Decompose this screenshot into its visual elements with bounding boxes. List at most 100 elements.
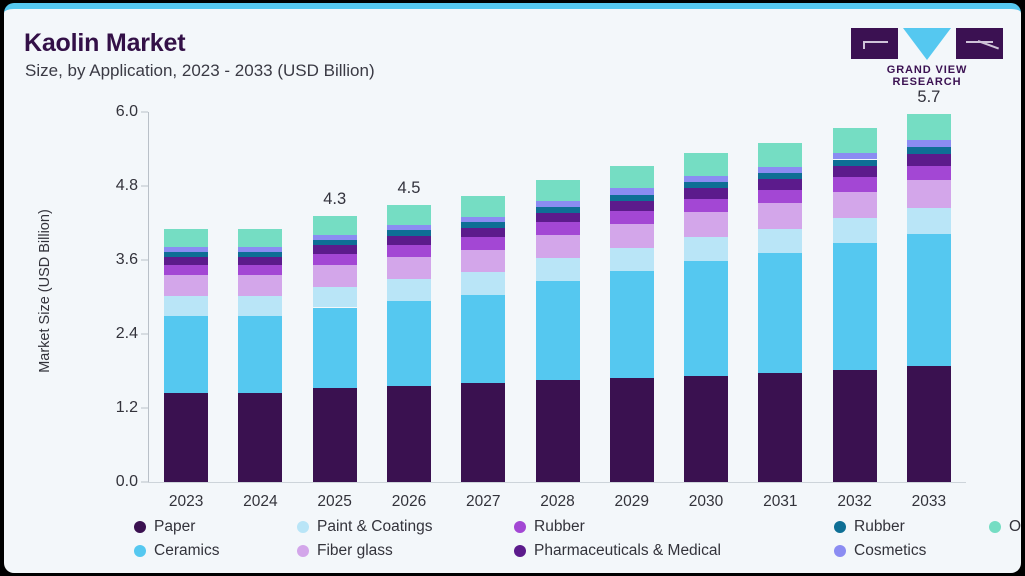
bar-segment[interactable] <box>238 393 283 482</box>
legend-item[interactable]: Rubber <box>834 518 905 536</box>
bar-segment[interactable] <box>312 235 357 241</box>
bar-segment[interactable] <box>906 180 951 208</box>
bar-segment[interactable] <box>238 228 283 248</box>
bar-segment[interactable] <box>386 245 431 257</box>
bar-column[interactable] <box>386 204 431 482</box>
bar-segment[interactable] <box>758 373 803 482</box>
bar-segment[interactable] <box>609 200 654 211</box>
bar-segment[interactable] <box>535 234 580 259</box>
bar-segment[interactable] <box>684 198 729 212</box>
bar-segment[interactable] <box>832 243 877 371</box>
bar-column[interactable] <box>535 179 580 482</box>
bar-segment[interactable] <box>238 252 283 257</box>
bar-segment[interactable] <box>832 128 877 153</box>
bar-segment[interactable] <box>312 245 357 254</box>
bar-segment[interactable] <box>535 201 580 207</box>
bar-segment[interactable] <box>758 228 803 254</box>
bar-segment[interactable] <box>832 166 877 178</box>
bar-segment[interactable] <box>906 165 951 181</box>
bar-segment[interactable] <box>312 253 357 265</box>
bar-segment[interactable] <box>684 375 729 482</box>
bar-segment[interactable] <box>609 247 654 272</box>
bar-segment[interactable] <box>164 252 209 257</box>
bar-segment[interactable] <box>312 240 357 246</box>
bar-segment[interactable] <box>164 275 209 296</box>
bar-segment[interactable] <box>906 147 951 154</box>
bar-segment[interactable] <box>238 264 283 276</box>
bar-segment[interactable] <box>758 253 803 374</box>
bar-segment[interactable] <box>906 234 951 367</box>
bar-segment[interactable] <box>758 142 803 167</box>
bar-segment[interactable] <box>312 216 357 236</box>
bar-segment[interactable] <box>684 211 729 237</box>
bar-segment[interactable] <box>684 188 729 199</box>
bar-segment[interactable] <box>535 179 580 202</box>
bar-segment[interactable] <box>684 182 729 189</box>
bar-segment[interactable] <box>461 237 506 250</box>
bar-column[interactable] <box>164 228 209 482</box>
bar-segment[interactable] <box>164 315 209 394</box>
bar-segment[interactable] <box>238 275 283 296</box>
bar-segment[interactable] <box>461 195 506 217</box>
bar-segment[interactable] <box>386 385 431 482</box>
bar-segment[interactable] <box>312 264 357 287</box>
bar-segment[interactable] <box>832 159 877 167</box>
bar-segment[interactable] <box>312 388 357 482</box>
legend-item[interactable]: Rubber <box>514 518 585 536</box>
bar-segment[interactable] <box>906 114 951 141</box>
bar-segment[interactable] <box>832 177 877 192</box>
bar-column[interactable] <box>684 152 729 482</box>
bar-segment[interactable] <box>461 222 506 228</box>
bar-segment[interactable] <box>386 235 431 246</box>
bar-segment[interactable] <box>164 256 209 265</box>
bar-segment[interactable] <box>164 295 209 316</box>
bar-segment[interactable] <box>535 222 580 235</box>
bar-segment[interactable] <box>758 179 803 190</box>
bar-segment[interactable] <box>684 176 729 183</box>
bar-segment[interactable] <box>238 295 283 316</box>
bar-segment[interactable] <box>609 166 654 189</box>
bar-segment[interactable] <box>758 173 803 180</box>
bar-segment[interactable] <box>461 249 506 273</box>
bar-segment[interactable] <box>535 206 580 213</box>
bar-segment[interactable] <box>906 366 951 482</box>
bar-segment[interactable] <box>758 166 803 174</box>
bar-segment[interactable] <box>461 272 506 295</box>
bar-segment[interactable] <box>386 256 431 280</box>
bar-segment[interactable] <box>609 271 654 378</box>
legend-item[interactable]: Ceramics <box>134 542 219 560</box>
bar-segment[interactable] <box>535 212 580 223</box>
bar-segment[interactable] <box>164 228 209 248</box>
bar-segment[interactable] <box>609 223 654 248</box>
bar-segment[interactable] <box>906 140 951 148</box>
bar-segment[interactable] <box>609 210 654 224</box>
bar-segment[interactable] <box>386 230 431 236</box>
legend-item[interactable]: Cosmetics <box>834 542 926 560</box>
legend-item[interactable]: Paint & Coatings <box>297 518 432 536</box>
bar-segment[interactable] <box>758 203 803 229</box>
bar-segment[interactable] <box>238 247 283 252</box>
bar-segment[interactable] <box>164 247 209 252</box>
bar-segment[interactable] <box>461 227 506 238</box>
bar-segment[interactable] <box>906 207 951 235</box>
bar-segment[interactable] <box>535 258 580 281</box>
bar-segment[interactable] <box>238 256 283 265</box>
bar-segment[interactable] <box>386 279 431 301</box>
bar-segment[interactable] <box>164 393 209 482</box>
bar-segment[interactable] <box>684 152 729 177</box>
bar-segment[interactable] <box>684 260 729 376</box>
bar-column[interactable] <box>312 216 357 482</box>
bar-column[interactable] <box>461 195 506 482</box>
bar-segment[interactable] <box>684 236 729 261</box>
bar-segment[interactable] <box>386 224 431 231</box>
bar-segment[interactable] <box>461 383 506 482</box>
bar-segment[interactable] <box>386 204 431 225</box>
legend-item[interactable]: Paper <box>134 518 195 536</box>
bar-segment[interactable] <box>535 280 580 380</box>
bar-segment[interactable] <box>312 307 357 389</box>
legend-item[interactable]: Others <box>989 518 1021 536</box>
bar-column[interactable] <box>758 142 803 482</box>
bar-segment[interactable] <box>832 191 877 219</box>
bar-segment[interactable] <box>609 377 654 482</box>
bar-segment[interactable] <box>461 294 506 384</box>
